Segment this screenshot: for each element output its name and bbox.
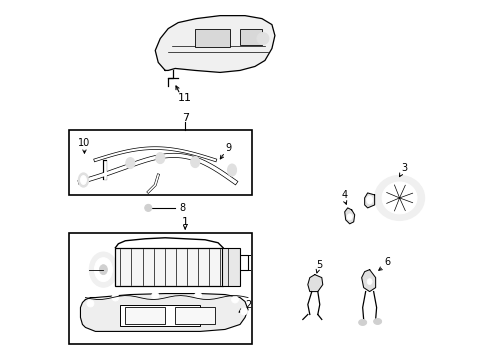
Polygon shape bbox=[308, 275, 323, 292]
Ellipse shape bbox=[145, 204, 152, 211]
Bar bbox=[125, 306, 165, 324]
Ellipse shape bbox=[382, 182, 417, 214]
Text: 9: 9 bbox=[225, 143, 231, 153]
Polygon shape bbox=[80, 293, 248, 332]
Polygon shape bbox=[345, 208, 355, 224]
Ellipse shape bbox=[87, 300, 94, 307]
Ellipse shape bbox=[347, 214, 352, 220]
Text: 5: 5 bbox=[317, 260, 323, 270]
Ellipse shape bbox=[227, 164, 237, 176]
Text: 1: 1 bbox=[182, 217, 189, 227]
Ellipse shape bbox=[375, 176, 424, 220]
Text: 6: 6 bbox=[385, 257, 391, 267]
Ellipse shape bbox=[257, 32, 269, 45]
Bar bbox=[115, 248, 223, 285]
Polygon shape bbox=[155, 15, 275, 72]
Text: 3: 3 bbox=[401, 163, 408, 173]
Bar bbox=[69, 233, 252, 345]
Ellipse shape bbox=[374, 319, 382, 324]
Ellipse shape bbox=[359, 319, 367, 325]
Ellipse shape bbox=[156, 153, 165, 163]
Text: 4: 4 bbox=[342, 190, 348, 200]
Polygon shape bbox=[365, 193, 375, 208]
Bar bbox=[222, 248, 240, 285]
Ellipse shape bbox=[367, 279, 372, 285]
Text: 10: 10 bbox=[78, 138, 91, 148]
Ellipse shape bbox=[126, 158, 135, 168]
Ellipse shape bbox=[112, 294, 119, 301]
Ellipse shape bbox=[99, 265, 107, 275]
Bar bbox=[240, 28, 262, 45]
Text: 8: 8 bbox=[179, 203, 185, 213]
Bar bbox=[69, 130, 252, 195]
Ellipse shape bbox=[95, 258, 112, 282]
Ellipse shape bbox=[241, 308, 247, 315]
Text: 7: 7 bbox=[182, 113, 189, 123]
Text: 11: 11 bbox=[178, 93, 192, 103]
Bar bbox=[195, 28, 230, 46]
Bar bbox=[121, 305, 200, 327]
Ellipse shape bbox=[78, 173, 89, 187]
Ellipse shape bbox=[152, 292, 159, 299]
Text: 2: 2 bbox=[245, 300, 251, 310]
Polygon shape bbox=[362, 270, 376, 292]
Bar bbox=[175, 306, 215, 324]
Ellipse shape bbox=[80, 176, 86, 184]
Ellipse shape bbox=[90, 252, 118, 287]
Ellipse shape bbox=[232, 296, 239, 303]
Ellipse shape bbox=[191, 157, 199, 167]
Ellipse shape bbox=[367, 196, 372, 204]
Ellipse shape bbox=[195, 292, 201, 299]
